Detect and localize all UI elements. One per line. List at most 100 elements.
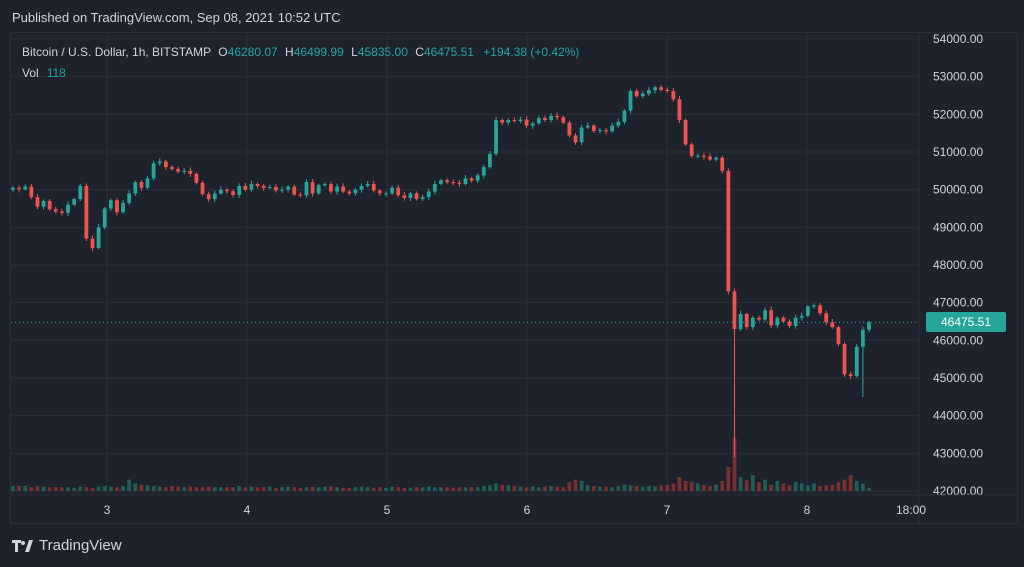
candle-body <box>414 193 419 200</box>
candle-body <box>121 202 125 213</box>
volume-bar <box>170 485 174 491</box>
chart-frame[interactable]: 54000.00 53000.00 52000.00 51000.00 50000.00… <box>10 32 1019 525</box>
candle-body <box>17 187 22 190</box>
volume-bar <box>628 485 633 491</box>
volume-bar <box>787 485 792 491</box>
candle-body <box>543 118 547 120</box>
candle-body <box>353 189 358 194</box>
volume-bar <box>341 487 346 491</box>
volume-bar <box>781 483 786 491</box>
volume-bar <box>377 487 382 491</box>
volume-bar <box>524 487 529 491</box>
brand-name: TradingView <box>39 537 122 554</box>
volume-bar <box>769 484 774 491</box>
candle-body <box>402 195 407 198</box>
volume-bar <box>298 487 303 491</box>
volume-bar <box>11 485 15 491</box>
volume-bar <box>402 487 407 491</box>
candle-body <box>206 194 211 200</box>
tradingview-brand[interactable]: TradingView <box>12 537 122 554</box>
price-chart[interactable]: 54000.00 53000.00 52000.00 51000.00 50000.00… <box>11 33 1019 525</box>
volume-bar <box>640 486 645 491</box>
volume-bar <box>432 487 437 491</box>
volume-bar <box>200 487 205 491</box>
volume-bar <box>84 487 89 491</box>
volume-bar <box>255 487 260 491</box>
candle-body <box>157 161 162 164</box>
volume-bar <box>714 484 719 491</box>
x-tick-label: 7 <box>664 503 671 517</box>
volume-bar <box>17 485 22 491</box>
volume-bar <box>249 486 254 491</box>
candle-body <box>689 144 694 156</box>
candle-body <box>182 170 187 172</box>
volume-bar <box>512 485 517 491</box>
volume-bar <box>78 486 83 491</box>
candle-body <box>769 310 774 326</box>
candle-body <box>799 315 804 318</box>
candle-body <box>763 310 767 320</box>
volume-bar <box>243 487 248 491</box>
candle-body <box>108 200 113 209</box>
candle-body <box>665 89 670 91</box>
volume-bar <box>561 487 566 491</box>
volume-bar <box>567 482 572 491</box>
volume-bar <box>622 484 627 491</box>
y-tick-label: 54000.00 <box>933 33 983 46</box>
candle-body <box>274 187 278 191</box>
candle-body <box>744 313 749 328</box>
volume-bar <box>854 480 859 491</box>
volume-bar <box>176 486 180 491</box>
volume-bar <box>646 485 651 491</box>
candle-body <box>653 87 657 91</box>
candle-body <box>732 291 737 330</box>
volume-bar <box>35 485 40 491</box>
volume-bar <box>616 485 621 491</box>
candle-body <box>90 238 95 249</box>
y-tick-label: 48000.00 <box>933 258 983 272</box>
volume-bar <box>757 482 761 491</box>
volume-bar <box>47 487 52 491</box>
candle-body <box>115 200 119 213</box>
candle-body <box>41 200 46 207</box>
volume-bar <box>206 486 211 491</box>
volume-bar <box>659 485 664 491</box>
candle-body <box>457 182 462 185</box>
candle-body <box>341 186 346 192</box>
open-label: O <box>218 45 228 59</box>
candle-body <box>359 185 364 190</box>
volume-bar <box>371 487 376 491</box>
candle-body <box>671 90 676 100</box>
candle-body <box>151 163 156 179</box>
candle-body <box>292 186 297 195</box>
candle-body <box>818 305 822 314</box>
volume-bar <box>188 486 193 491</box>
candle-body <box>579 127 584 143</box>
volume-bar <box>316 487 321 491</box>
candle-body <box>347 191 352 194</box>
candle-body <box>585 125 590 128</box>
x-tick-label: 8 <box>804 503 811 517</box>
candle-body <box>188 170 193 174</box>
candle-body <box>610 125 615 132</box>
candle-body <box>439 180 443 185</box>
volume-bar <box>445 487 450 491</box>
candle-body <box>286 186 291 190</box>
volume-bar <box>365 487 370 491</box>
symbol-label[interactable]: Bitcoin / U.S. Dollar, 1h, BITSTAMP <box>22 45 211 59</box>
volume-bar <box>457 487 462 491</box>
volume-label: Vol <box>22 66 39 80</box>
volume-bar <box>799 483 804 491</box>
candle-body <box>218 189 223 194</box>
candle-body <box>47 200 52 210</box>
volume-bar <box>157 486 162 491</box>
y-tick-label: 44000.00 <box>933 409 983 423</box>
candle-body <box>860 329 865 347</box>
candle-body <box>867 322 871 330</box>
y-tick-label: 53000.00 <box>933 70 983 84</box>
candle-body <box>426 191 431 198</box>
volume-bar <box>261 487 266 491</box>
y-tick-label: 51000.00 <box>933 145 983 159</box>
candle-body <box>316 185 321 194</box>
candle-body <box>702 155 706 157</box>
